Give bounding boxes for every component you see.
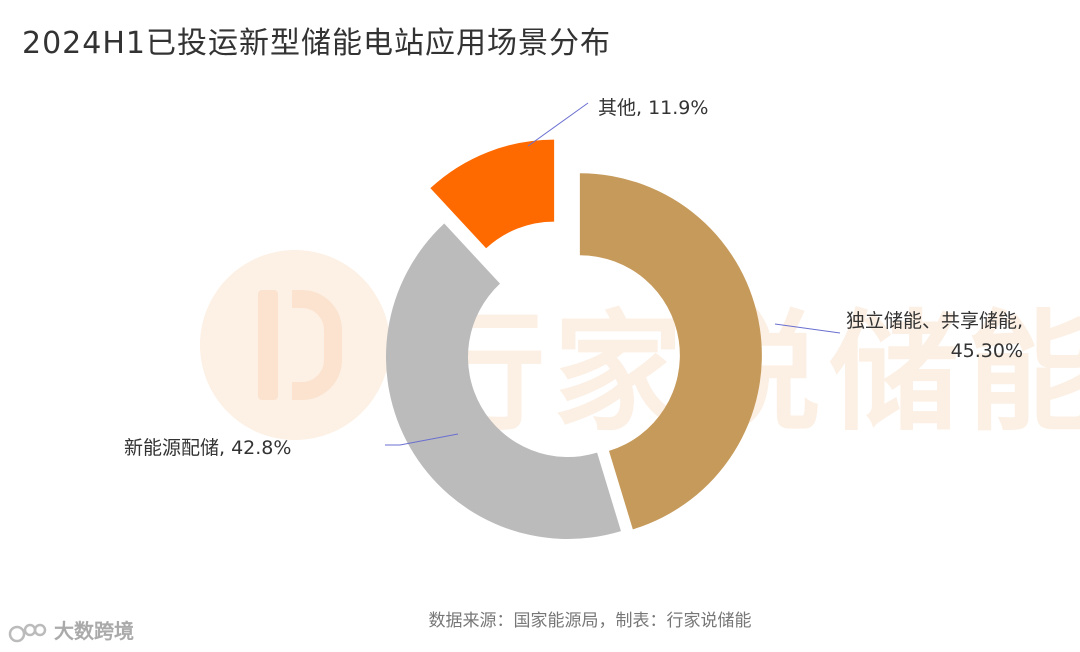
leader-line-renew xyxy=(385,433,459,446)
brand-icon xyxy=(8,623,47,642)
slice-label-independent-value: 45.30% xyxy=(950,340,1024,362)
leader-line-other xyxy=(527,102,589,147)
leader-line-indep xyxy=(774,323,841,334)
slice-renewable xyxy=(386,223,621,539)
slice-other xyxy=(430,139,555,249)
slice-label-renewable: 新能源配储, 42.8% xyxy=(124,437,292,459)
brand-logo: 大数跨境 xyxy=(8,615,134,646)
slice-label-independent-name: 独立储能、共享储能, xyxy=(846,310,1024,332)
slice-label-other: 其他, 11.9% xyxy=(598,97,709,119)
slice-label-independent: 独立储能、共享储能, 45.30% xyxy=(846,306,1023,366)
brand-text: 大数跨境 xyxy=(54,619,134,643)
chart-title: 2024H1已投运新型储能电站应用场景分布 xyxy=(22,26,611,61)
data-source-note: 数据来源：国家能源局，制表：行家说储能 xyxy=(428,611,752,631)
slice-independent xyxy=(579,173,762,530)
